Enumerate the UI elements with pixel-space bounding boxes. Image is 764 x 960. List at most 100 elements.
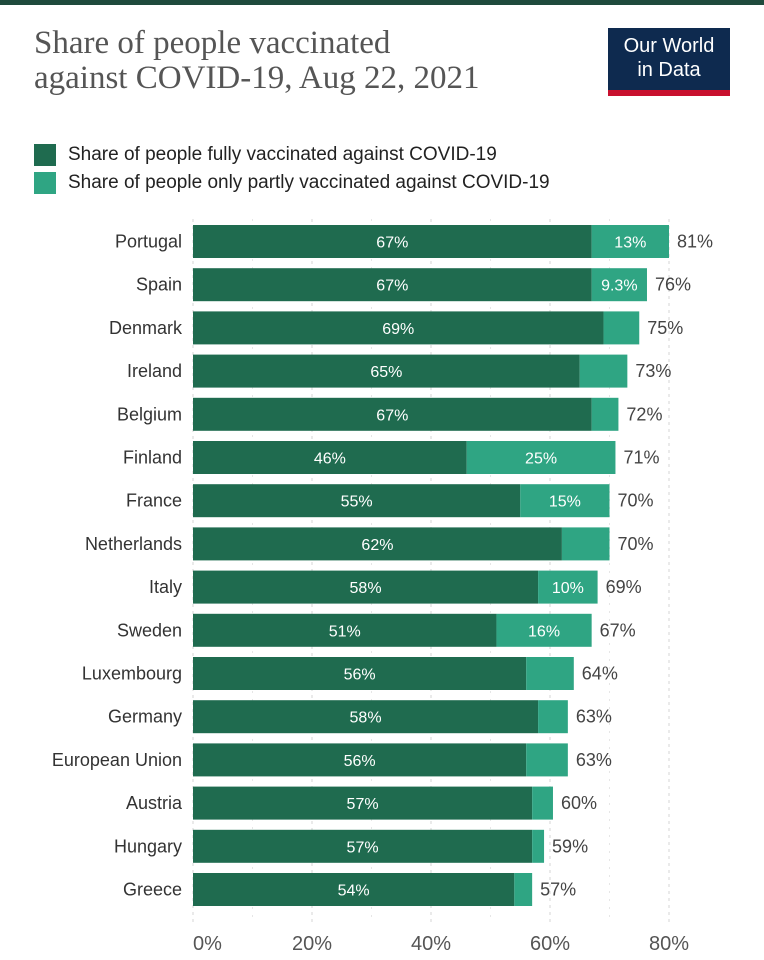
category-label: Netherlands	[85, 534, 182, 554]
data-label-total: 60%	[561, 793, 597, 813]
category-label: Denmark	[109, 318, 183, 338]
legend-label-partly: Share of people only partly vaccinated a…	[68, 172, 550, 193]
data-label-total: 70%	[618, 534, 654, 554]
bar-partly-vaccinated	[538, 700, 568, 734]
chart-title-line-2: against COVID-19, Aug 22, 2021	[34, 60, 480, 96]
category-label: Italy	[149, 577, 182, 597]
data-label-fully: 51%	[329, 623, 361, 640]
bar-partly-vaccinated	[526, 657, 574, 690]
bar-fully-vaccinated	[193, 441, 467, 474]
category-label: Germany	[108, 707, 182, 727]
data-label-total: 76%	[655, 275, 691, 295]
bar-partly-vaccinated	[532, 829, 545, 863]
bar-partly-vaccinated	[496, 613, 592, 647]
chart-title-line-1: Share of people vaccinated	[34, 25, 391, 61]
bar-partly-vaccinated	[603, 311, 640, 345]
data-label-fully: 55%	[341, 494, 373, 511]
bar-fully-vaccinated	[193, 613, 497, 647]
category-label: Ireland	[127, 361, 182, 381]
bar-partly-vaccinated	[466, 441, 616, 474]
data-label-partly: 13%	[614, 235, 646, 252]
category-label: Belgium	[117, 404, 182, 424]
chart-title: Share of people vaccinated against COVID…	[34, 26, 554, 96]
data-label-partly: 16%	[528, 623, 560, 640]
bar-fully-vaccinated	[193, 225, 592, 258]
bar-fully-vaccinated	[193, 527, 562, 561]
data-label-fully: 58%	[350, 580, 382, 597]
data-label-fully: 54%	[338, 883, 370, 900]
data-label-total: 63%	[576, 707, 612, 727]
bar-fully-vaccinated	[193, 700, 539, 734]
category-label: Greece	[123, 880, 182, 900]
bar-fully-vaccinated	[193, 743, 527, 777]
bar-partly-vaccinated	[526, 743, 568, 777]
bar-partly-vaccinated	[561, 527, 610, 561]
our-world-in-data-logo[interactable]: Our World in Data	[608, 28, 730, 96]
data-label-total: 64%	[582, 664, 618, 684]
data-label-fully: 65%	[370, 364, 402, 381]
data-label-fully: 62%	[361, 537, 393, 554]
legend-swatch-partly	[34, 172, 56, 194]
data-label-partly: 9.3%	[601, 278, 637, 295]
category-label: Austria	[126, 793, 183, 813]
data-label-total: 70%	[618, 491, 654, 511]
data-label-total: 72%	[626, 404, 662, 424]
data-label-total: 73%	[635, 361, 671, 381]
data-label-total: 75%	[647, 318, 683, 338]
data-label-fully: 56%	[344, 667, 376, 684]
data-label-partly: 10%	[552, 580, 584, 597]
data-label-total: 71%	[623, 448, 659, 468]
data-label-fully: 56%	[344, 753, 376, 770]
category-label: Portugal	[115, 232, 182, 252]
category-label: Hungary	[114, 836, 182, 856]
bar-partly-vaccinated	[591, 268, 647, 302]
category-label: European Union	[52, 750, 182, 770]
legend-swatch-fully	[34, 144, 56, 166]
bar-fully-vaccinated	[193, 786, 533, 820]
bar-partly-vaccinated	[538, 570, 598, 604]
bar-fully-vaccinated	[193, 484, 521, 518]
bar-fully-vaccinated	[193, 657, 527, 690]
logo-line-1: Our World	[623, 35, 715, 57]
x-tick-label: 80%	[649, 933, 689, 955]
category-label: France	[126, 491, 182, 511]
data-label-fully: 69%	[382, 321, 414, 338]
legend-item-partly: Share of people only partly vaccinated a…	[34, 169, 550, 197]
data-label-fully: 57%	[347, 839, 379, 856]
data-label-total: 69%	[606, 577, 642, 597]
bar-partly-vaccinated	[532, 786, 553, 820]
bar-fully-vaccinated	[193, 829, 533, 863]
x-tick-label: 40%	[411, 933, 451, 955]
data-label-partly: 15%	[549, 494, 581, 511]
legend-label-fully: Share of people fully vaccinated against…	[68, 144, 497, 165]
top-accent-line	[0, 0, 764, 5]
logo-line-2: in Data	[637, 59, 701, 81]
data-label-partly: 25%	[525, 451, 557, 468]
category-label: Sweden	[117, 620, 182, 640]
data-label-fully: 57%	[347, 796, 379, 813]
data-label-total: 57%	[540, 880, 576, 900]
category-label: Luxembourg	[82, 664, 182, 684]
chart-legend: Share of people fully vaccinated against…	[34, 141, 550, 197]
bar-partly-vaccinated	[514, 873, 533, 906]
bar-partly-vaccinated	[591, 225, 669, 258]
bar-partly-vaccinated	[579, 354, 628, 388]
logo-accent-bar	[608, 90, 730, 96]
data-label-fully: 58%	[350, 710, 382, 727]
bar-partly-vaccinated	[520, 484, 610, 518]
bar-fully-vaccinated	[193, 354, 580, 388]
data-label-fully: 67%	[376, 407, 408, 424]
data-label-fully: 67%	[376, 278, 408, 295]
x-tick-label: 20%	[292, 933, 332, 955]
data-label-fully: 67%	[376, 235, 408, 252]
data-label-total: 63%	[576, 750, 612, 770]
legend-item-fully: Share of people fully vaccinated against…	[34, 141, 550, 169]
category-label: Spain	[136, 275, 182, 295]
x-tick-label: 0%	[193, 933, 222, 955]
bar-fully-vaccinated	[193, 311, 604, 345]
bar-fully-vaccinated	[193, 268, 592, 302]
bar-fully-vaccinated	[193, 397, 592, 431]
category-label: Finland	[123, 448, 182, 468]
data-label-total: 59%	[552, 836, 588, 856]
